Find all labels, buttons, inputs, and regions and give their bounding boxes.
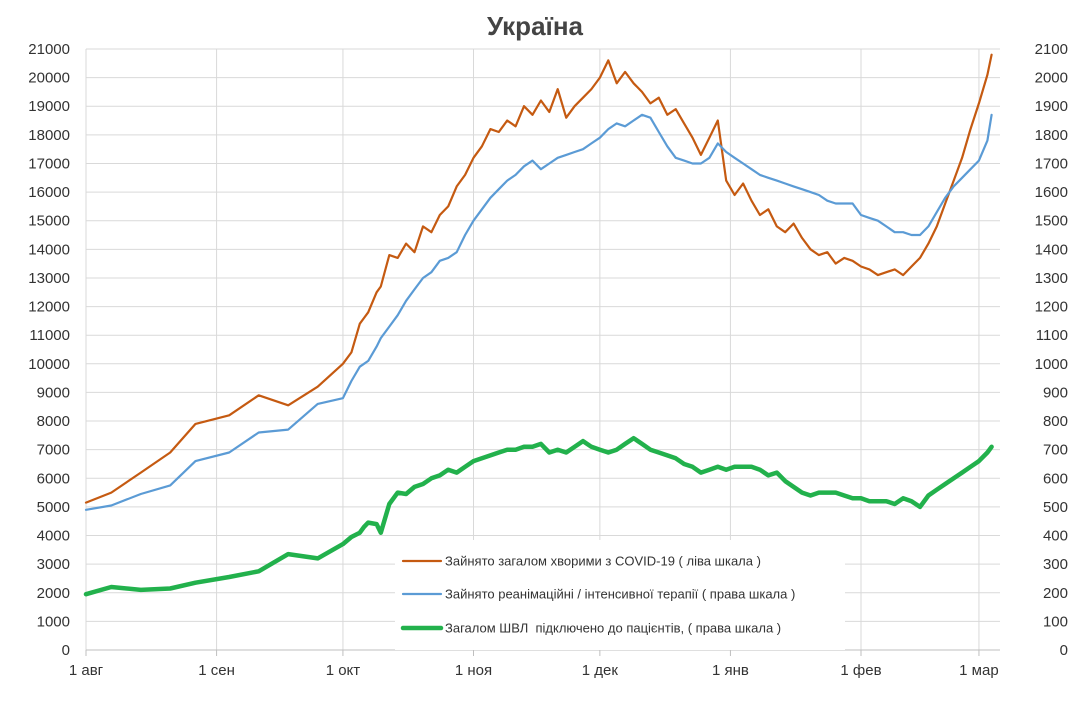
left-tick-label: 5000 — [37, 499, 70, 516]
left-tick-label: 20000 — [28, 70, 70, 87]
left-tick-label: 1000 — [37, 613, 70, 630]
right-tick-label: 2000 — [1035, 70, 1068, 87]
left-tick-label: 17000 — [28, 155, 70, 172]
right-tick-label: 1100 — [1036, 327, 1068, 344]
series-line-2 — [84, 113, 993, 511]
left-tick-label: 7000 — [37, 442, 70, 459]
left-tick-label: 12000 — [28, 299, 70, 316]
left-tick-label: 11000 — [29, 327, 70, 344]
right-tick-label: 1800 — [1035, 127, 1068, 144]
left-tick-label: 0 — [62, 642, 70, 659]
x-axis-ticks: 1 авг 1 сен 1 окт 1 ноя 1 дек 1 янв 1 фев 1 мар — [69, 649, 1000, 679]
legend-label-1: Зайнято загалом хворими з COVID-19 ( лів… — [445, 554, 761, 569]
left-tick-label: 13000 — [28, 270, 70, 287]
right-tick-label: 900 — [1043, 384, 1068, 401]
right-tick-label: 1300 — [1035, 270, 1068, 287]
right-tick-label: 1400 — [1035, 241, 1068, 258]
legend: Зайнято загалом хворими з COVID-19 ( лів… — [395, 540, 845, 650]
x-tick-label: 1 авг — [69, 662, 104, 679]
right-tick-label: 500 — [1043, 499, 1068, 516]
legend-box — [395, 540, 845, 650]
right-tick-label: 700 — [1043, 442, 1068, 459]
right-tick-label: 1900 — [1035, 98, 1068, 115]
left-tick-label: 4000 — [37, 528, 70, 545]
right-tick-label: 2100 — [1035, 41, 1068, 58]
legend-label-3: Загалом ШВЛ підключено до пацієнтів, ( п… — [445, 621, 781, 636]
right-tick-label: 1500 — [1035, 213, 1068, 230]
right-tick-label: 1200 — [1035, 299, 1068, 316]
left-tick-label: 16000 — [28, 184, 70, 201]
right-tick-label: 800 — [1043, 413, 1068, 430]
right-axis-ticks: 0 100 200 300 400 500 600 700 800 900 1000 1100 1200… — [1035, 41, 1068, 659]
legend-label-2: Зайнято реанімаційні / інтенсивної терап… — [445, 587, 795, 602]
x-tick-label: 1 окт — [326, 662, 361, 679]
left-tick-label: 9000 — [37, 384, 70, 401]
x-tick-label: 1 янв — [712, 662, 749, 679]
right-tick-label: 400 — [1043, 528, 1068, 545]
series-lines — [83, 53, 994, 597]
gridlines — [85, 48, 1000, 651]
right-tick-label: 1600 — [1035, 184, 1068, 201]
left-tick-label: 8000 — [37, 413, 70, 430]
left-axis-ticks: 0 1000 2000 3000 4000 5000 6000 7000 8000 9000 100… — [28, 41, 70, 659]
left-tick-label: 3000 — [37, 556, 70, 573]
right-tick-label: 0 — [1060, 642, 1068, 659]
x-tick-label: 1 фев — [840, 662, 881, 679]
x-tick-label: 1 дек — [582, 662, 619, 679]
left-tick-label: 14000 — [28, 241, 70, 258]
left-tick-label: 19000 — [28, 98, 70, 115]
right-tick-label: 100 — [1043, 613, 1068, 630]
left-tick-label: 6000 — [37, 470, 70, 487]
right-tick-label: 200 — [1043, 585, 1068, 602]
left-tick-label: 15000 — [28, 213, 70, 230]
right-tick-label: 1700 — [1035, 155, 1068, 172]
x-tick-label: 1 мар — [959, 662, 999, 679]
series-line-3 — [83, 435, 994, 597]
left-tick-label: 21000 — [28, 41, 70, 58]
right-tick-label: 300 — [1043, 556, 1068, 573]
series-line-1 — [84, 53, 993, 504]
right-tick-label: 600 — [1043, 470, 1068, 487]
x-tick-label: 1 сен — [198, 662, 235, 679]
right-tick-label: 1000 — [1035, 356, 1068, 373]
left-tick-label: 18000 — [28, 127, 70, 144]
left-tick-label: 2000 — [37, 585, 70, 602]
chart-title: Україна — [487, 11, 584, 41]
left-tick-label: 10000 — [28, 356, 70, 373]
x-tick-label: 1 ноя — [455, 662, 492, 679]
